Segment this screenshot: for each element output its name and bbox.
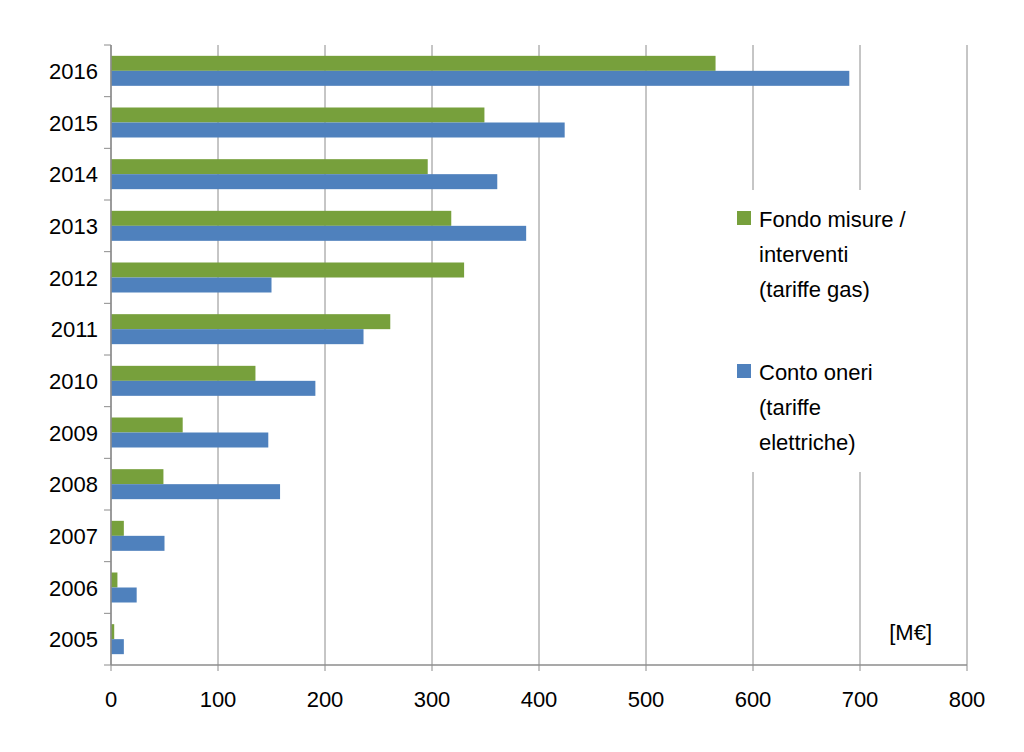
category-tick: [104, 561, 111, 562]
category-label: 2006: [49, 576, 98, 601]
tick-mark: [967, 665, 968, 671]
legend-line: Conto oneri: [759, 360, 873, 385]
bar: [111, 159, 428, 174]
bar: [111, 536, 165, 551]
unit-label: [M€]: [889, 620, 932, 645]
bar: [111, 484, 280, 499]
category-label: 2014: [49, 162, 98, 187]
legend-swatch: [737, 211, 751, 225]
grid-line: [967, 45, 968, 665]
category-label: 2005: [49, 627, 98, 652]
bar: [111, 123, 565, 138]
bar: [111, 469, 163, 484]
legend-line: (tariffe: [759, 395, 821, 420]
bar: [111, 588, 137, 603]
tick-mark: [753, 665, 754, 671]
bar: [111, 211, 451, 226]
legend-swatch: [737, 364, 751, 378]
category-label: 2012: [49, 266, 98, 291]
legend-line: elettriche): [759, 430, 856, 455]
tick-label: 300: [414, 687, 451, 712]
legend-line: (tariffe gas): [759, 277, 870, 302]
category-tick: [104, 458, 111, 459]
category-tick: [104, 303, 111, 304]
bar: [111, 263, 464, 278]
bar: [111, 329, 364, 344]
category-label: 2011: [51, 317, 98, 342]
legend-line: interventi: [759, 242, 848, 267]
grid-line: [432, 45, 433, 665]
category-tick: [104, 96, 111, 97]
legend-label: Conto oneri (tariffe elettriche): [759, 360, 873, 455]
grid-line: [218, 45, 219, 665]
bar: [111, 418, 183, 433]
category-tick: [104, 148, 111, 149]
category-tick: [104, 510, 111, 511]
tick-label: 600: [735, 687, 772, 712]
bar: [111, 573, 117, 588]
tick-mark: [539, 665, 540, 671]
x-axis-line: [111, 664, 967, 666]
tick-mark: [860, 665, 861, 671]
category-tick: [104, 406, 111, 407]
category-label: 2015: [49, 111, 98, 136]
tick-label: 500: [628, 687, 665, 712]
tick-label: 100: [200, 687, 237, 712]
category-tick: [104, 200, 111, 201]
tick-mark: [218, 665, 219, 671]
tick-mark: [111, 665, 112, 671]
tick-label: 400: [521, 687, 558, 712]
category-tick: [104, 613, 111, 614]
bar: [111, 639, 124, 654]
legend-label: Fondo misure / interventi (tariffe gas): [759, 207, 907, 302]
legend: Fondo misure / interventi (tariffe gas) Con…: [729, 190, 961, 472]
category-tick: [104, 251, 111, 252]
chart: 0 100 200 300 400 500 600 700 800 2005 2006 2007 200…: [0, 0, 1024, 752]
bar: [111, 521, 124, 536]
legend-background: [729, 190, 961, 472]
bar: [111, 366, 255, 381]
bar: [111, 381, 315, 396]
tick-label: 0: [105, 687, 117, 712]
bar: [111, 278, 272, 293]
tick-label: 700: [842, 687, 879, 712]
grid-line: [646, 45, 647, 665]
tick-label: 800: [949, 687, 986, 712]
bar: [111, 314, 390, 329]
bar: [111, 108, 484, 123]
bar: [111, 226, 526, 241]
category-label: 2013: [49, 214, 98, 239]
grid-line: [539, 45, 540, 665]
category-label: 2009: [49, 421, 98, 446]
bar: [111, 433, 268, 448]
category-tick: [104, 665, 111, 666]
category-label: 2016: [49, 59, 98, 84]
category-tick: [104, 355, 111, 356]
grid-line: [325, 45, 326, 665]
category-label: 2007: [49, 524, 98, 549]
category-label: 2008: [49, 472, 98, 497]
category-tick: [104, 45, 111, 46]
tick-label: 200: [307, 687, 344, 712]
category-label: 2010: [49, 369, 98, 394]
bar: [111, 174, 497, 189]
tick-mark: [325, 665, 326, 671]
tick-mark: [646, 665, 647, 671]
tick-mark: [432, 665, 433, 671]
legend-line: Fondo misure /: [759, 207, 907, 232]
bar: [111, 71, 849, 86]
bar: [111, 56, 716, 71]
